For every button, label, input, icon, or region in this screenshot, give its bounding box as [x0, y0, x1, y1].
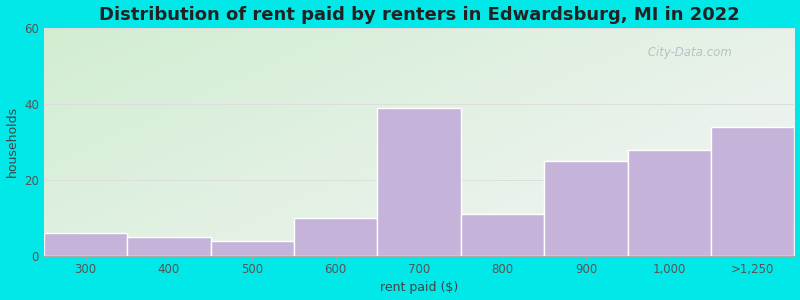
- Bar: [378, 108, 461, 256]
- Text: City-Data.com: City-Data.com: [644, 46, 732, 59]
- Bar: [628, 149, 711, 256]
- Bar: [461, 214, 544, 256]
- Title: Distribution of rent paid by renters in Edwardsburg, MI in 2022: Distribution of rent paid by renters in …: [98, 6, 739, 24]
- Y-axis label: households: households: [6, 106, 18, 178]
- Bar: [127, 237, 210, 256]
- X-axis label: rent paid ($): rent paid ($): [380, 281, 458, 294]
- Bar: [44, 233, 127, 256]
- Bar: [544, 161, 628, 256]
- Bar: [294, 218, 378, 256]
- Bar: [711, 127, 794, 256]
- Bar: [210, 241, 294, 256]
